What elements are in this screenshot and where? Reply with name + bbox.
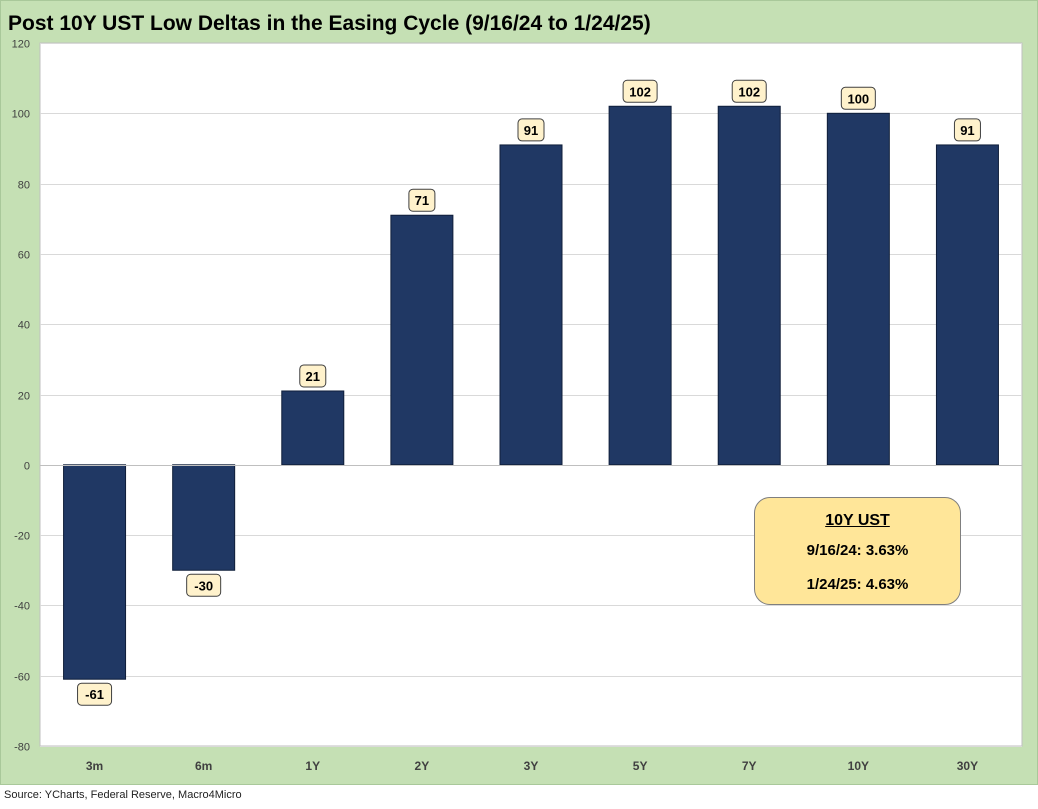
bar bbox=[172, 464, 236, 571]
data-label-box bbox=[299, 364, 327, 388]
y-tick-label: 60 bbox=[18, 250, 30, 262]
data-label: 91 bbox=[524, 123, 538, 138]
info-box-line-2: 1/24/25: 4.63% bbox=[806, 576, 909, 593]
y-tick-label: -80 bbox=[14, 742, 30, 754]
bar-chart: 120 100 80 60 40 20 0 -20 -40 -60 -80 -61 3m -30 6m 21 1… bbox=[12, 39, 1023, 773]
bar bbox=[281, 390, 345, 466]
y-tick-label: -40 bbox=[14, 601, 30, 613]
data-label-box bbox=[517, 118, 545, 142]
data-label-box bbox=[77, 682, 113, 706]
data-label: 102 bbox=[629, 84, 651, 99]
data-label-box bbox=[186, 573, 222, 597]
chart-title: Post 10Y UST Low Deltas in the Easing Cy… bbox=[8, 12, 651, 35]
y-tick-label: 120 bbox=[12, 39, 30, 51]
bar bbox=[717, 105, 781, 466]
y-tick-label: 0 bbox=[24, 461, 30, 473]
bar bbox=[935, 144, 999, 466]
x-tick-label: 7Y bbox=[742, 759, 757, 773]
data-label: 91 bbox=[960, 123, 974, 138]
x-tick-label: 6m bbox=[195, 759, 212, 773]
y-tick-label: 20 bbox=[18, 391, 30, 403]
y-tick-label: 100 bbox=[12, 109, 30, 121]
data-label-box bbox=[622, 79, 658, 103]
bar bbox=[63, 464, 127, 680]
x-tick-label: 5Y bbox=[633, 759, 648, 773]
bar bbox=[499, 144, 563, 466]
info-box: 10Y UST 9/16/24: 3.63% 1/24/25: 4.63% bbox=[754, 497, 961, 605]
y-tick-label: -60 bbox=[14, 672, 30, 684]
x-tick-label: 1Y bbox=[305, 759, 320, 773]
x-tick-label: 3Y bbox=[524, 759, 539, 773]
data-label: 21 bbox=[306, 369, 320, 384]
data-label-box bbox=[408, 188, 436, 212]
bar bbox=[826, 112, 890, 466]
data-label: -61 bbox=[85, 687, 104, 702]
x-tick-label: 10Y bbox=[848, 759, 869, 773]
x-tick-label: 3m bbox=[86, 759, 103, 773]
source-note: Source: YCharts, Federal Reserve, Macro4… bbox=[4, 789, 242, 801]
y-tick-label: -20 bbox=[14, 531, 30, 543]
data-label: 71 bbox=[415, 193, 429, 208]
info-box-line-1: 9/16/24: 3.63% bbox=[806, 542, 909, 559]
x-tick-label: 2Y bbox=[415, 759, 430, 773]
bar bbox=[390, 214, 454, 466]
data-label: 102 bbox=[738, 84, 760, 99]
info-box-heading: 10Y UST bbox=[825, 512, 890, 529]
data-label: -30 bbox=[194, 578, 213, 593]
data-label: 100 bbox=[847, 91, 869, 106]
data-label-box bbox=[953, 118, 981, 142]
data-label-box bbox=[731, 79, 767, 103]
data-label-box bbox=[840, 86, 876, 110]
y-tick-label: 80 bbox=[18, 180, 30, 192]
x-tick-label: 30Y bbox=[957, 759, 978, 773]
y-tick-label: 40 bbox=[18, 320, 30, 332]
bar bbox=[608, 105, 672, 466]
